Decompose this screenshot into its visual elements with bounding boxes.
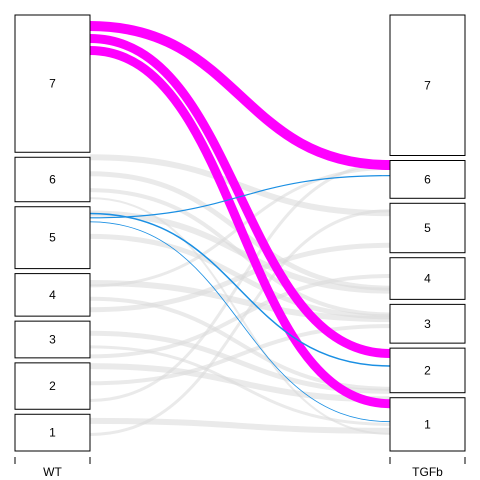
highlighted-flow-5-to-1 <box>89 221 391 423</box>
stratum-label-tgfb-1: 1 <box>424 417 431 431</box>
axis-label-tgfb: TGFb <box>412 465 443 479</box>
background-flow <box>89 210 391 294</box>
stratum-label-tgfb-4: 4 <box>424 272 431 286</box>
background-flow <box>89 209 391 436</box>
highlighted-flow-7-to-1 <box>89 46 391 409</box>
highlighted-flow-5-to-2 <box>89 212 391 367</box>
stratum-wt-4 <box>14 273 91 317</box>
background-flow <box>89 324 391 386</box>
stratum-label-tgfb-2: 2 <box>424 363 431 377</box>
stratum-wt-1 <box>14 413 91 452</box>
stratum-tgfb-4 <box>389 257 466 300</box>
highlighted-flow-7-to-6 <box>89 21 391 171</box>
stratum-tgfb-3 <box>389 303 466 344</box>
highlighted-flows <box>89 21 391 423</box>
stratum-tgfb-6 <box>389 160 466 199</box>
stratum-label-wt-2: 2 <box>49 379 56 393</box>
background-flow <box>89 242 391 313</box>
stratum-tgfb-2 <box>389 347 466 394</box>
background-flow <box>89 279 391 323</box>
axis-label-wt: WT <box>43 465 62 479</box>
stratum-label-tgfb-3: 3 <box>424 317 431 331</box>
bottom-axis: WT TGFb <box>14 457 466 479</box>
highlighted-flow-7-to-2 <box>89 34 391 358</box>
stratum-label-wt-7: 7 <box>49 77 56 91</box>
stratum-wt-6 <box>14 156 91 203</box>
stratum-label-wt-6: 6 <box>49 173 56 187</box>
stratum-wt-7 <box>14 14 91 153</box>
stratum-tgfb-5 <box>389 202 466 254</box>
background-flow <box>89 154 391 217</box>
background-flow <box>89 197 391 435</box>
background-flow <box>89 417 391 434</box>
stratum-label-wt-5: 5 <box>49 231 56 245</box>
stratum-label-wt-3: 3 <box>49 333 56 347</box>
stratum-tgfb-1 <box>389 397 466 452</box>
stratum-label-wt-1: 1 <box>49 426 56 440</box>
stratum-label-tgfb-5: 5 <box>424 221 431 235</box>
stratum-label-tgfb-6: 6 <box>424 172 431 186</box>
left-axis-strata: 1 2 3 4 5 6 7 <box>14 14 91 452</box>
background-flow <box>89 363 391 403</box>
right-axis-strata: 1 2 3 4 5 6 7 <box>389 14 466 452</box>
stratum-label-tgfb-7: 7 <box>424 78 431 92</box>
stratum-tgfb-7 <box>389 14 466 157</box>
background-flow <box>89 162 391 402</box>
highlighted-flow-5-to-6 <box>89 175 391 219</box>
stratum-label-wt-4: 4 <box>49 288 56 302</box>
stratum-wt-3 <box>14 320 91 359</box>
stratum-wt-2 <box>14 362 91 410</box>
stratum-wt-5 <box>14 206 91 270</box>
